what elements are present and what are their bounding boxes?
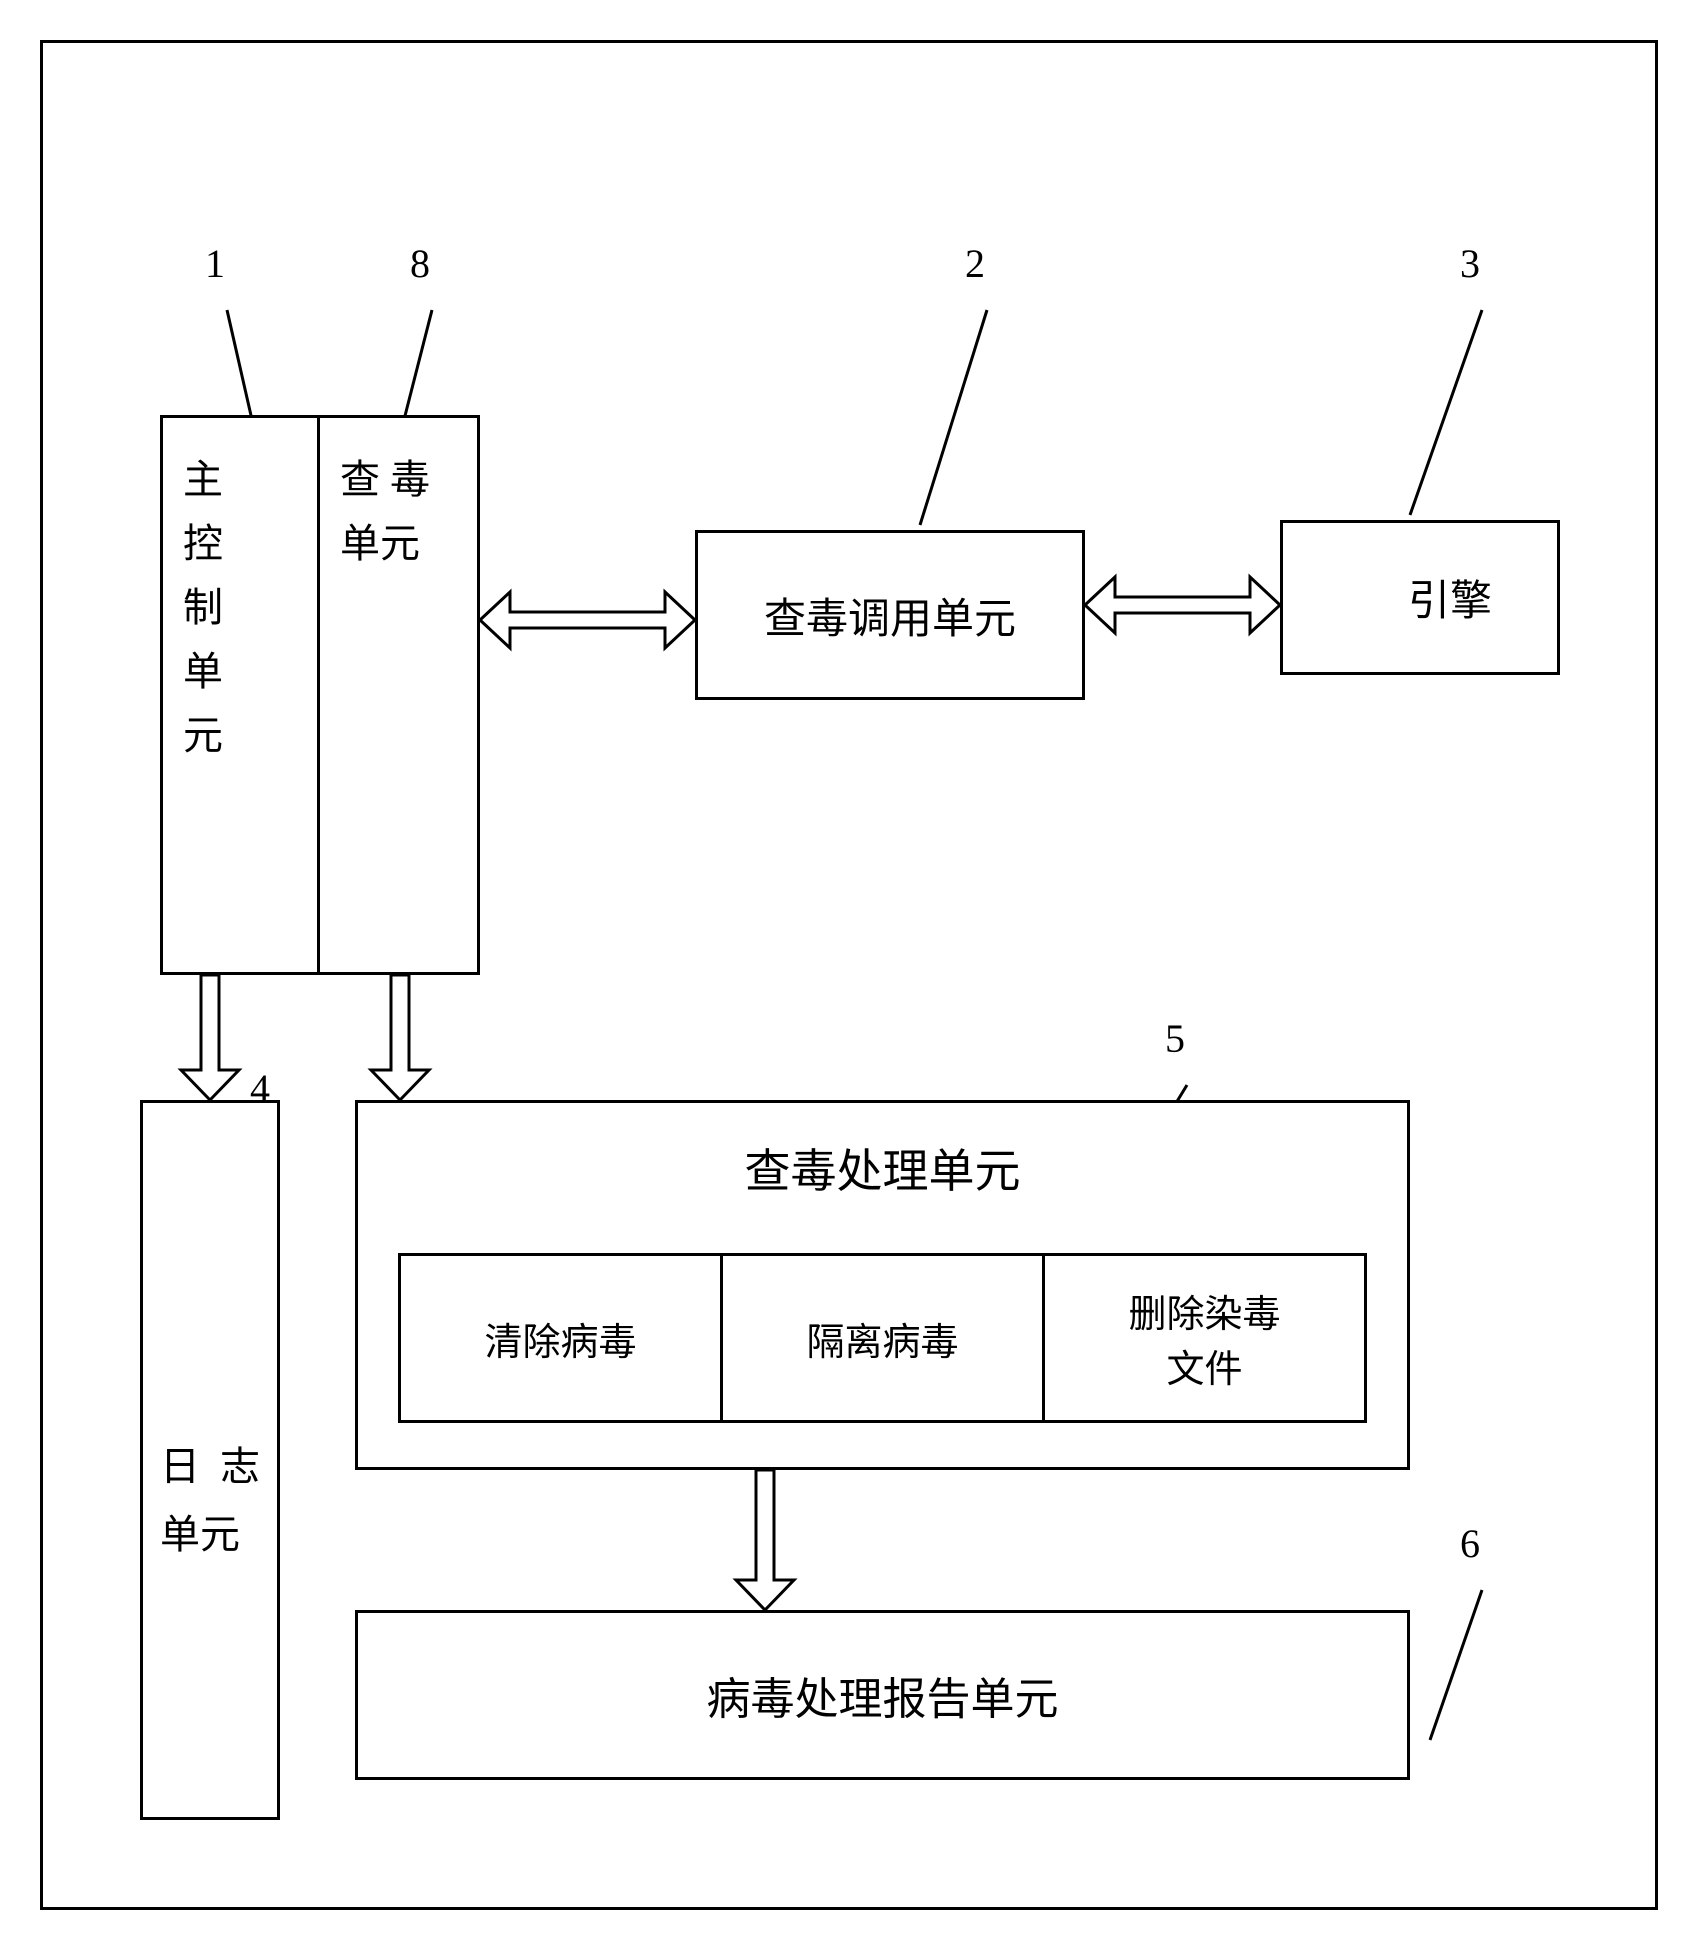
isolate-virus-box: 隔离病毒 bbox=[720, 1253, 1042, 1423]
main-control-unit-label: 主控制单元 bbox=[163, 418, 243, 798]
scan-unit-label: 查 毒单元 bbox=[320, 418, 450, 606]
clear-virus-label: 清除病毒 bbox=[484, 1311, 636, 1366]
scan-call-unit-label: 查毒调用单元 bbox=[764, 585, 1016, 646]
engine-box: 引擎 bbox=[1280, 520, 1560, 675]
main-control-unit-box: 主控制单元 bbox=[160, 415, 320, 975]
diagram-canvas: 主控制单元 查 毒单元 查毒调用单元 引擎 日 志单元 查毒处理单元 清除病毒 … bbox=[0, 0, 1698, 1952]
log-unit-label: 日 志单元 bbox=[140, 1433, 280, 1569]
log-unit-box: 日 志单元 bbox=[140, 1100, 280, 1820]
processing-sub-row: 清除病毒 隔离病毒 删除染毒文件 bbox=[398, 1253, 1367, 1423]
engine-label: 引擎 bbox=[1408, 567, 1492, 628]
label-6: 6 bbox=[1460, 1520, 1480, 1567]
label-5: 5 bbox=[1165, 1015, 1185, 1062]
report-unit-label: 病毒处理报告单元 bbox=[707, 1663, 1059, 1727]
delete-file-box: 删除染毒文件 bbox=[1042, 1253, 1367, 1423]
label-1: 1 bbox=[205, 240, 225, 287]
label-8: 8 bbox=[410, 240, 430, 287]
processing-unit-title-wrap: 查毒处理单元 bbox=[358, 1133, 1407, 1203]
scan-call-unit-box: 查毒调用单元 bbox=[695, 530, 1085, 700]
scan-unit-box: 查 毒单元 bbox=[320, 415, 480, 975]
processing-unit-title: 查毒处理单元 bbox=[745, 1135, 1021, 1201]
processing-unit-box: 查毒处理单元 清除病毒 隔离病毒 删除染毒文件 bbox=[355, 1100, 1410, 1470]
clear-virus-box: 清除病毒 bbox=[398, 1253, 720, 1423]
label-3: 3 bbox=[1460, 240, 1480, 287]
label-4: 4 bbox=[250, 1065, 270, 1112]
report-unit-box: 病毒处理报告单元 bbox=[355, 1610, 1410, 1780]
isolate-virus-label: 隔离病毒 bbox=[806, 1311, 958, 1366]
delete-file-label: 删除染毒文件 bbox=[1128, 1283, 1280, 1393]
label-2: 2 bbox=[965, 240, 985, 287]
